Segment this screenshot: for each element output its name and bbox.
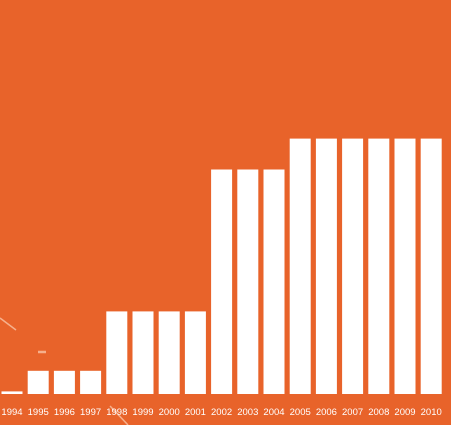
- x-tick-label-2006: 2006: [316, 407, 337, 418]
- bar-2007: [342, 138, 364, 394]
- x-tick-label-1997: 1997: [80, 407, 101, 418]
- x-tick-label-2003: 2003: [237, 407, 258, 418]
- x-tick-label-1998: 1998: [106, 407, 127, 418]
- bars-group: [1, 138, 442, 394]
- bar-1994: [1, 391, 23, 394]
- decorative-lines: [0, 317, 129, 425]
- bar-2004: [263, 169, 285, 394]
- bar-2003: [237, 169, 259, 394]
- x-tick-label-2002: 2002: [211, 407, 232, 418]
- bar-1997: [80, 370, 102, 394]
- x-tick-label-1999: 1999: [132, 407, 153, 418]
- decor-line-bottom: [109, 405, 129, 425]
- bar-2010: [420, 138, 442, 394]
- bar-2005: [289, 138, 311, 394]
- x-tick-label-2007: 2007: [342, 407, 363, 418]
- x-tick-label-1995: 1995: [28, 407, 49, 418]
- bar-2008: [368, 138, 390, 394]
- bar-2009: [394, 138, 416, 394]
- x-tick-label-2000: 2000: [159, 407, 180, 418]
- bar-1996: [53, 370, 75, 394]
- decor-line-left: [0, 317, 17, 331]
- x-tick-label-2001: 2001: [185, 407, 206, 418]
- bar-2006: [315, 138, 337, 394]
- bar-1998: [106, 311, 128, 394]
- bar-2001: [184, 311, 206, 394]
- bar-1999: [132, 311, 154, 394]
- x-tick-labels: 1994 1995 1996 1997 1998 1999 2000 2001 2002 2003…: [1, 407, 441, 418]
- bar-1995: [27, 370, 49, 394]
- bar-2000: [158, 311, 180, 394]
- x-tick-label-2010: 2010: [421, 407, 442, 418]
- x-tick-label-2005: 2005: [290, 407, 311, 418]
- x-tick-label-2004: 2004: [263, 407, 284, 418]
- x-tick-label-2008: 2008: [368, 407, 389, 418]
- x-tick-label-1996: 1996: [54, 407, 75, 418]
- bar-2002: [211, 169, 233, 394]
- x-tick-label-1994: 1994: [1, 407, 22, 418]
- x-tick-label-2009: 2009: [394, 407, 415, 418]
